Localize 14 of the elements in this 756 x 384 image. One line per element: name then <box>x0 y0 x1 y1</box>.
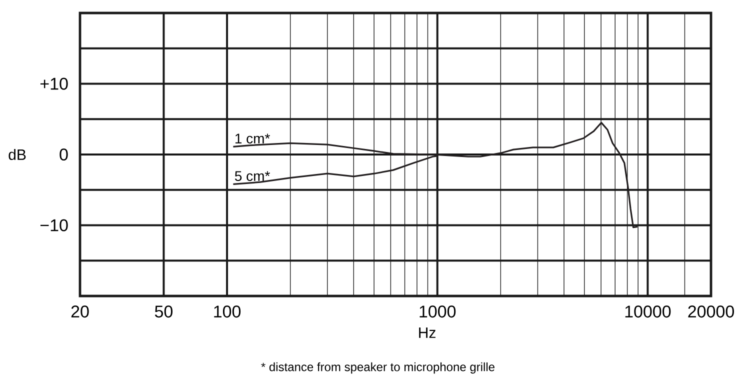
x-tick-label: 20 <box>71 306 89 318</box>
y-tick-label: −10 <box>40 219 68 232</box>
x-tick-label: 10000 <box>625 306 671 318</box>
y-tick-label: +10 <box>40 78 68 90</box>
x-tick-label: 20000 <box>688 306 734 318</box>
x-tick-label: 1000 <box>420 306 456 318</box>
x-tick-label: 50 <box>154 306 173 318</box>
text: * distance from speaker to microphone grille <box>261 362 494 374</box>
y-tick-label: 0 <box>60 148 68 161</box>
series-label: 5 cm* <box>234 171 270 182</box>
series-label: 1 cm* <box>235 134 270 144</box>
y-axis-title: dB <box>8 148 26 160</box>
x-tick-label: 100 <box>214 306 241 318</box>
x-axis-title: Hz <box>419 328 436 338</box>
